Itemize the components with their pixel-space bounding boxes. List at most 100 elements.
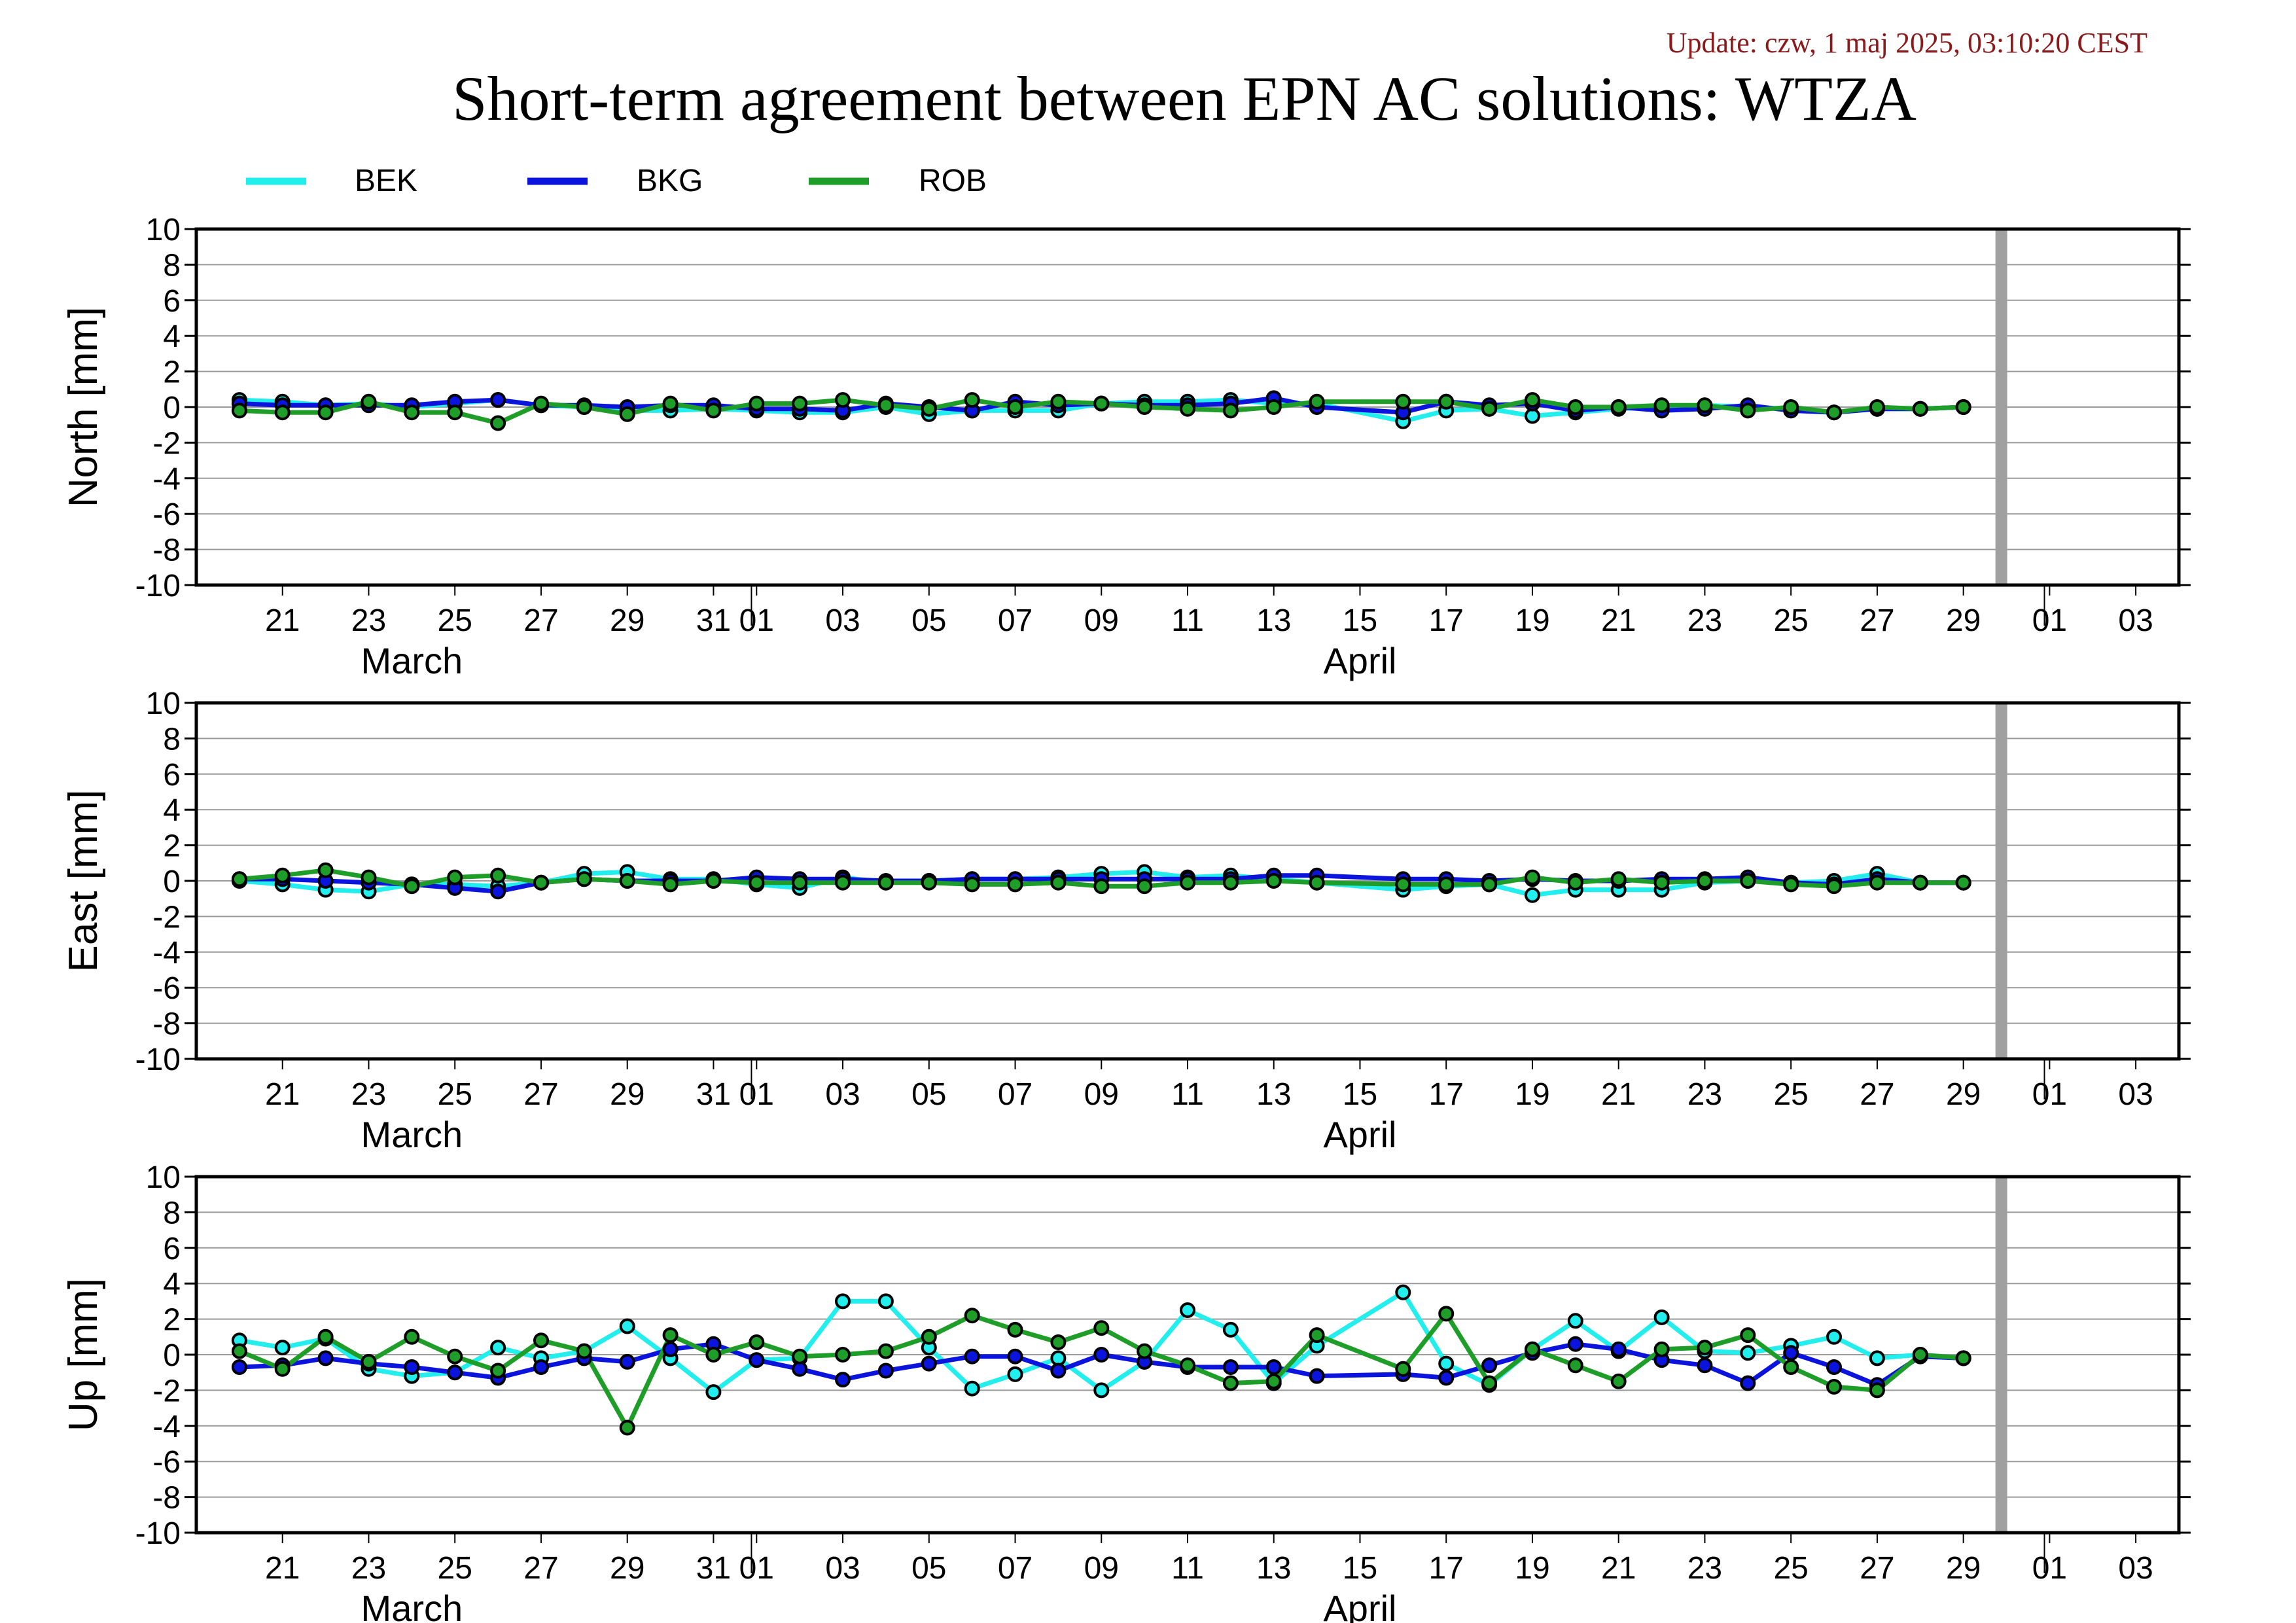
x-tick-label: 15 (1343, 1077, 1377, 1112)
y-tick-label: 8 (163, 722, 181, 757)
y-tick-label: 4 (163, 1267, 181, 1302)
data-point-rob (705, 1347, 722, 1363)
data-point-rob (1222, 402, 1239, 419)
current-date-marker (1995, 229, 2007, 585)
data-point-rob (1050, 874, 1067, 891)
y-axis-label: East [mm] (61, 789, 106, 972)
x-tick-label: 15 (1343, 603, 1377, 638)
data-point-rob (1050, 393, 1067, 410)
data-point-rob (447, 404, 463, 421)
plot-frame (194, 227, 2181, 587)
data-point-rob (1610, 1373, 1627, 1389)
data-point-bkg (1309, 1368, 1325, 1384)
x-tick-label: 13 (1256, 603, 1291, 638)
x-tick-label: 09 (1084, 603, 1119, 638)
series-line-bkg (239, 873, 1964, 894)
data-point-bek (705, 1384, 722, 1400)
x-tick-label: 21 (1601, 1077, 1636, 1112)
x-tick-label: 23 (1687, 1077, 1722, 1112)
data-point-rob (1222, 1375, 1239, 1391)
x-tick-label: 29 (610, 603, 645, 638)
data-point-rob (662, 395, 679, 412)
x-tick-label: 19 (1515, 603, 1549, 638)
x-tick-label: 21 (265, 1551, 300, 1586)
current-date-marker (1995, 703, 2007, 1059)
y-tick-label: 8 (163, 1196, 181, 1230)
data-point-rob (1955, 874, 1971, 891)
legend-label-bek: BEK (355, 164, 417, 198)
data-point-rob (490, 1363, 506, 1379)
data-point-rob (1007, 399, 1023, 415)
y-tick-label: 10 (146, 687, 181, 721)
x-tick-label: 25 (438, 1077, 472, 1112)
month-label: March (361, 1114, 463, 1155)
data-point-bek (1869, 1350, 1885, 1366)
data-point-rob (662, 1327, 679, 1344)
x-tick-label: 17 (1429, 1551, 1464, 1586)
data-point-bkg (1610, 1341, 1627, 1357)
data-point-rob (231, 402, 247, 419)
data-point-bkg (1783, 1345, 1799, 1361)
data-point-rob (921, 1329, 937, 1345)
data-point-bek (835, 1293, 851, 1310)
data-point-rob (1740, 873, 1756, 889)
y-tick-label: -2 (152, 1374, 181, 1408)
data-point-rob (1653, 397, 1670, 414)
data-point-rob (1438, 876, 1455, 893)
x-tick-label: 27 (1860, 1077, 1894, 1112)
y-axis-label: North [mm] (61, 307, 106, 508)
y-tick-label: 0 (163, 1338, 181, 1373)
data-point-rob (749, 1334, 765, 1350)
data-point-rob (705, 402, 722, 419)
data-point-bkg (490, 392, 506, 408)
data-point-rob (877, 874, 894, 891)
update-timestamp: Update: czw, 1 maj 2025, 03:10:20 CEST (1667, 27, 2147, 59)
x-tick-label: 17 (1429, 1077, 1464, 1112)
y-tick-label: 0 (163, 391, 181, 425)
data-point-rob (1525, 869, 1540, 885)
data-point-rob (1093, 1320, 1110, 1336)
data-point-rob (964, 1308, 980, 1324)
data-point-rob (1309, 1327, 1325, 1344)
data-point-rob (1783, 876, 1799, 893)
data-point-rob (490, 867, 506, 883)
data-point-bek (1222, 1321, 1239, 1338)
x-tick-label: 11 (1171, 603, 1204, 638)
data-point-rob (1309, 393, 1325, 410)
series-line-rob (239, 868, 1964, 889)
data-point-rob (619, 1419, 635, 1436)
data-point-rob (1740, 402, 1756, 419)
data-point-rob (1050, 1334, 1067, 1350)
data-point-rob (576, 871, 592, 887)
data-point-bkg (921, 1355, 937, 1372)
x-tick-label: 11 (1171, 1551, 1204, 1586)
y-tick-label: -4 (152, 936, 181, 971)
data-point-bkg (533, 1359, 549, 1375)
x-tick-label: 29 (1946, 1551, 1981, 1586)
data-point-bkg (835, 1372, 851, 1388)
data-point-rob (576, 1343, 592, 1359)
x-tick-label: 23 (1687, 603, 1722, 638)
data-point-rob (1697, 397, 1713, 414)
data-point-bek (877, 1293, 894, 1310)
data-point-rob (792, 1348, 808, 1364)
y-axis-label: Up [mm] (61, 1278, 106, 1431)
data-point-bek (1180, 1302, 1195, 1318)
y-tick-label: -10 (135, 569, 181, 603)
plot-frame (194, 1175, 2181, 1535)
data-point-rob (1265, 1373, 1282, 1389)
data-point-rob (835, 1347, 851, 1363)
y-tick-label: -2 (152, 426, 181, 461)
data-point-rob (576, 399, 592, 415)
y-tick-label: 4 (163, 793, 181, 828)
x-tick-label: 13 (1256, 1077, 1291, 1112)
x-tick-label: 19 (1515, 1077, 1549, 1112)
x-tick-label: 13 (1256, 1551, 1291, 1586)
x-tick-label: 01 (2032, 1077, 2067, 1112)
month-label: March (361, 640, 463, 681)
x-tick-label: 01 (2032, 603, 2067, 638)
x-tick-label: 01 (2032, 1551, 2067, 1586)
legend-item-bek: BEK (246, 164, 417, 198)
data-point-rob (1955, 399, 1971, 415)
